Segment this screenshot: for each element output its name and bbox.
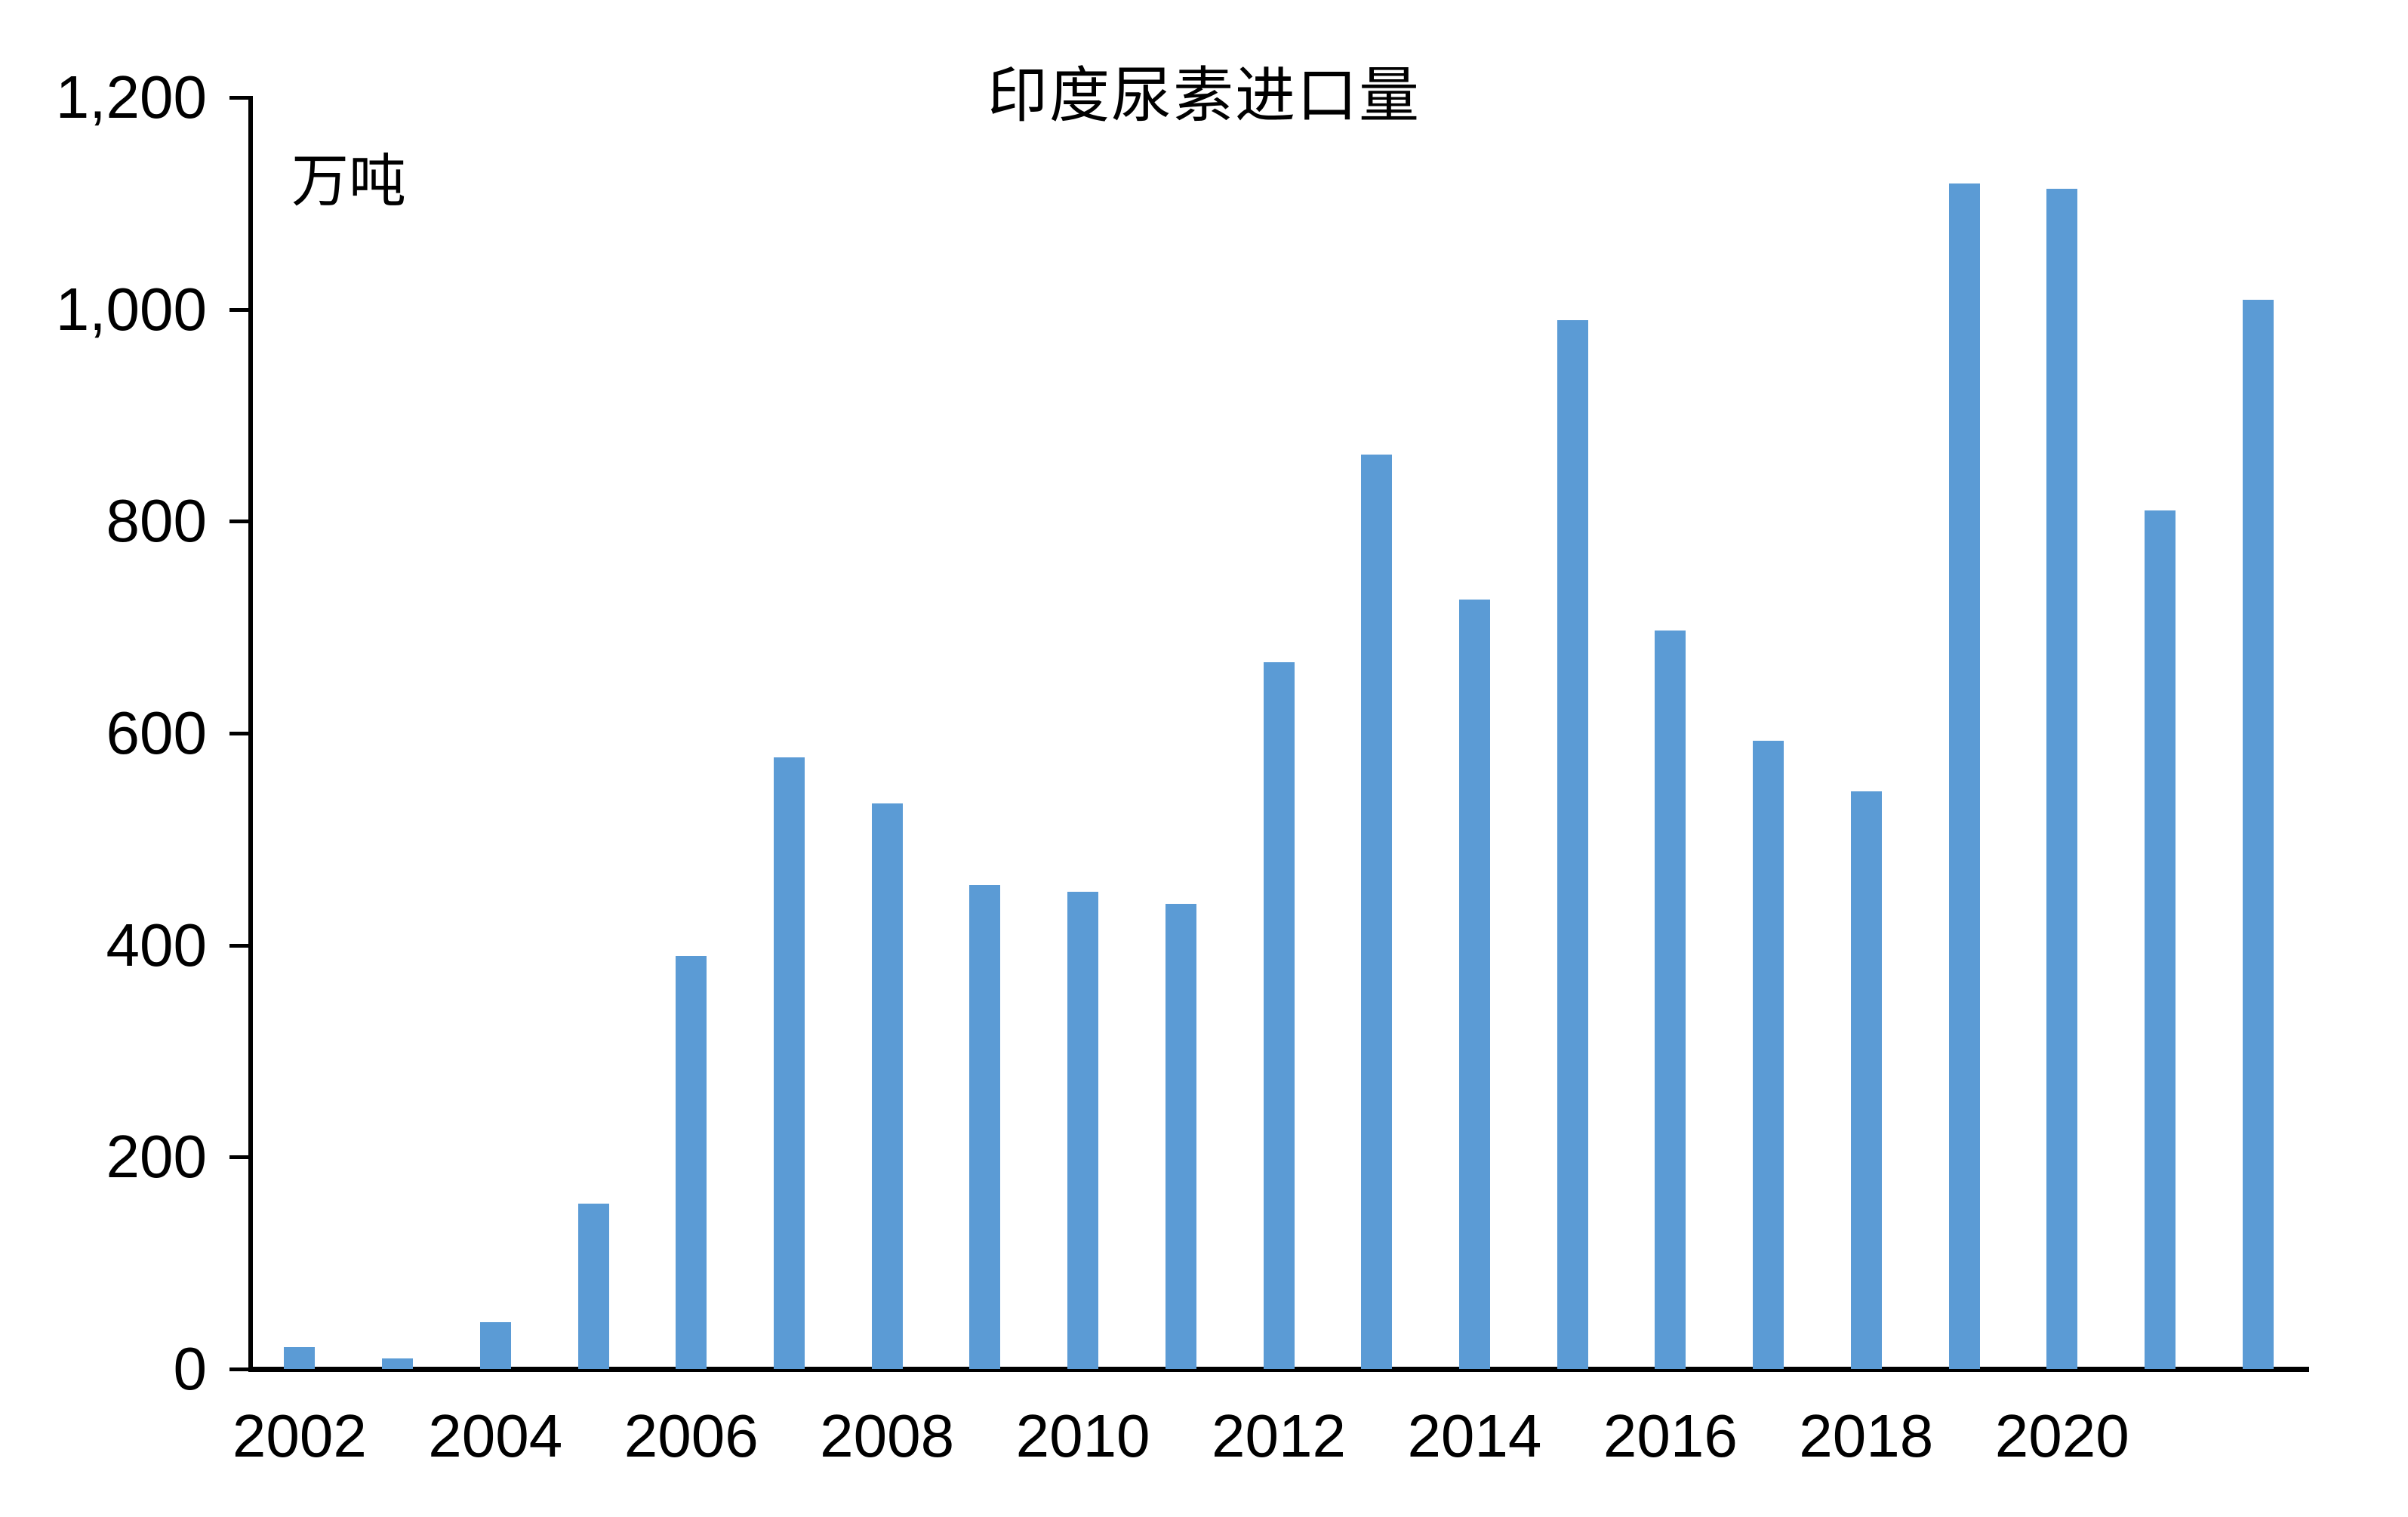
y-tick-label: 600: [106, 699, 207, 766]
bar-2007: [773, 757, 805, 1369]
y-tick-label: 800: [106, 487, 207, 555]
bar-2005: [577, 1204, 609, 1369]
y-tick-label: 400: [106, 911, 207, 979]
y-tick-label: 0: [173, 1335, 208, 1402]
bar-2006: [676, 956, 707, 1369]
x-tick-label: 2020: [1994, 1402, 2129, 1469]
x-tick-label: 2004: [428, 1402, 563, 1469]
bar-2003: [382, 1358, 414, 1369]
y-tick-label: 1,200: [55, 63, 207, 131]
y-axis-line: [248, 96, 253, 1371]
y-axis-tick: [229, 96, 251, 100]
x-tick-label: 2010: [1015, 1402, 1150, 1469]
y-axis-tick: [229, 732, 251, 735]
bar-2020: [2046, 189, 2078, 1369]
y-axis-tick: [229, 520, 251, 524]
bar-2016: [1655, 631, 1686, 1369]
x-tick-label: 2016: [1603, 1402, 1738, 1469]
bar-2017: [1753, 741, 1784, 1369]
bar-2002: [284, 1347, 316, 1369]
bar-2022: [2242, 300, 2274, 1369]
bar-2019: [1948, 183, 1980, 1369]
y-axis-tick: [229, 943, 251, 948]
bar-2010: [1067, 892, 1099, 1369]
bar-2014: [1458, 600, 1490, 1369]
chart-title: 印度尿素进口量: [987, 60, 1421, 131]
bar-2021: [2144, 510, 2176, 1369]
bar-2018: [1850, 791, 1882, 1369]
x-tick-label: 2014: [1407, 1402, 1542, 1469]
y-axis-tick: [229, 1367, 251, 1371]
bar-2011: [1165, 904, 1196, 1369]
y-tick-label: 1,000: [55, 275, 207, 343]
x-tick-label: 2002: [232, 1402, 367, 1469]
y-axis-tick: [229, 307, 251, 312]
bar-2008: [871, 803, 903, 1369]
x-tick-label: 2018: [1799, 1402, 1934, 1469]
x-tick-label: 2006: [624, 1402, 759, 1469]
bar-2013: [1361, 455, 1393, 1369]
bar-2012: [1263, 662, 1295, 1369]
x-tick-label: 2012: [1212, 1402, 1346, 1469]
bar-2009: [969, 885, 1001, 1369]
y-tick-label: 200: [106, 1123, 207, 1191]
bar-2004: [479, 1322, 511, 1369]
y-axis-tick: [229, 1155, 251, 1160]
bar-2015: [1557, 320, 1588, 1369]
x-tick-label: 2008: [820, 1402, 955, 1469]
x-axis-line: [248, 1367, 2309, 1372]
y-axis-unit-label: 万吨: [291, 147, 406, 214]
